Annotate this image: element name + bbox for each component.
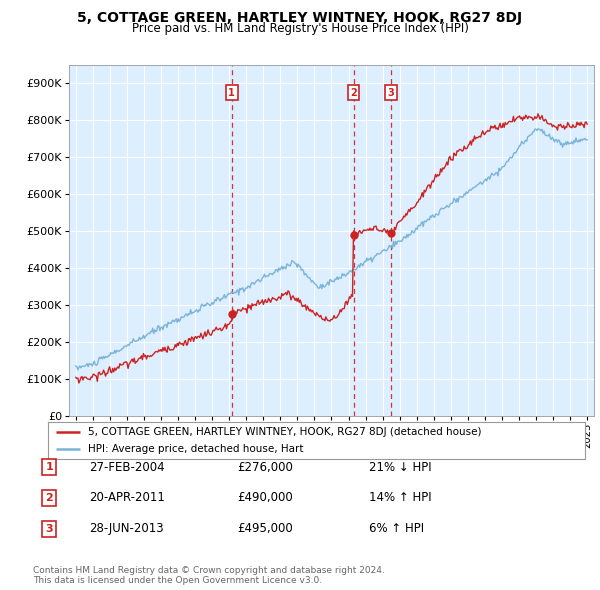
Text: 21% ↓ HPI: 21% ↓ HPI [369, 461, 431, 474]
Text: 14% ↑ HPI: 14% ↑ HPI [369, 491, 431, 504]
Text: 20-APR-2011: 20-APR-2011 [89, 491, 164, 504]
Text: 2: 2 [350, 87, 357, 97]
Text: £495,000: £495,000 [237, 522, 293, 535]
Text: Contains HM Land Registry data © Crown copyright and database right 2024.
This d: Contains HM Land Registry data © Crown c… [33, 566, 385, 585]
Text: £276,000: £276,000 [237, 461, 293, 474]
Text: 1: 1 [46, 463, 53, 472]
Text: 3: 3 [388, 87, 394, 97]
Text: 1: 1 [229, 87, 235, 97]
Text: 6% ↑ HPI: 6% ↑ HPI [369, 522, 424, 535]
Text: 28-JUN-2013: 28-JUN-2013 [89, 522, 163, 535]
Text: 3: 3 [46, 524, 53, 533]
Text: 2: 2 [46, 493, 53, 503]
Text: 5, COTTAGE GREEN, HARTLEY WINTNEY, HOOK, RG27 8DJ (detached house): 5, COTTAGE GREEN, HARTLEY WINTNEY, HOOK,… [88, 427, 482, 437]
Text: £490,000: £490,000 [237, 491, 293, 504]
Text: 5, COTTAGE GREEN, HARTLEY WINTNEY, HOOK, RG27 8DJ: 5, COTTAGE GREEN, HARTLEY WINTNEY, HOOK,… [77, 11, 523, 25]
Text: HPI: Average price, detached house, Hart: HPI: Average price, detached house, Hart [88, 444, 304, 454]
Text: 27-FEB-2004: 27-FEB-2004 [89, 461, 164, 474]
Text: Price paid vs. HM Land Registry's House Price Index (HPI): Price paid vs. HM Land Registry's House … [131, 22, 469, 35]
